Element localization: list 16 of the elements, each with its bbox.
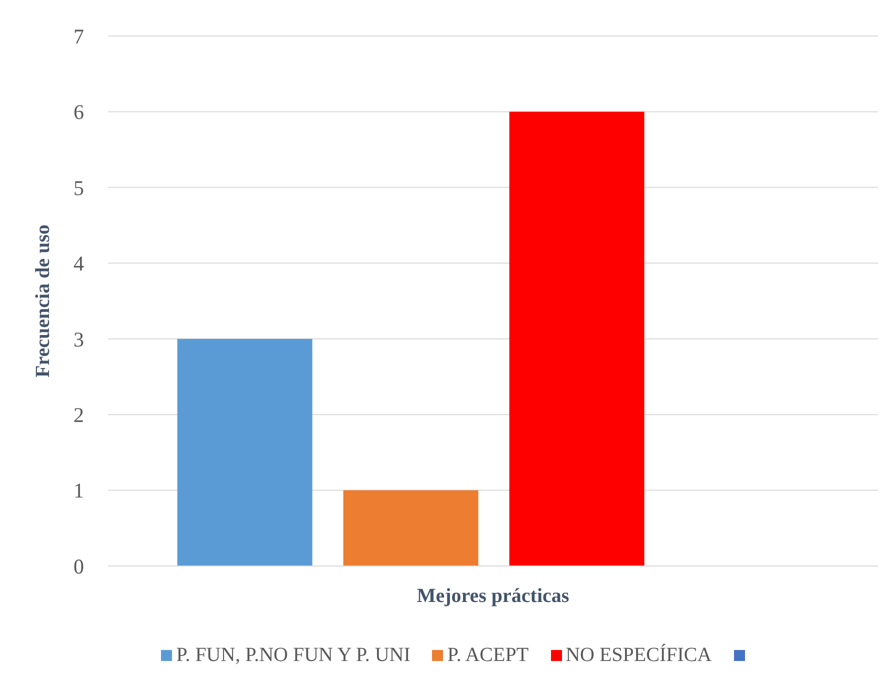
y-tick-label: 7 [74,24,84,48]
y-tick-label: 0 [74,554,84,578]
y-axis-title: Frecuencia de uso [32,224,54,378]
y-tick-label: 3 [74,327,84,352]
x-axis-title: Mejores prácticas [416,585,570,607]
bar [177,338,312,566]
y-tick-label: 1 [74,478,84,503]
y-tick-label: 2 [74,403,84,428]
legend-label: NO ESPECÍFICA [566,644,712,667]
y-tick-label: 6 [74,100,84,124]
bar [343,490,478,566]
legend-label: P. ACEPT [447,644,529,667]
y-tick-label: 5 [74,176,84,200]
bar [509,112,644,566]
y-tick-label: 4 [74,252,84,276]
legend-label: P. FUN, P.NO FUN Y P. UNI [176,644,410,667]
